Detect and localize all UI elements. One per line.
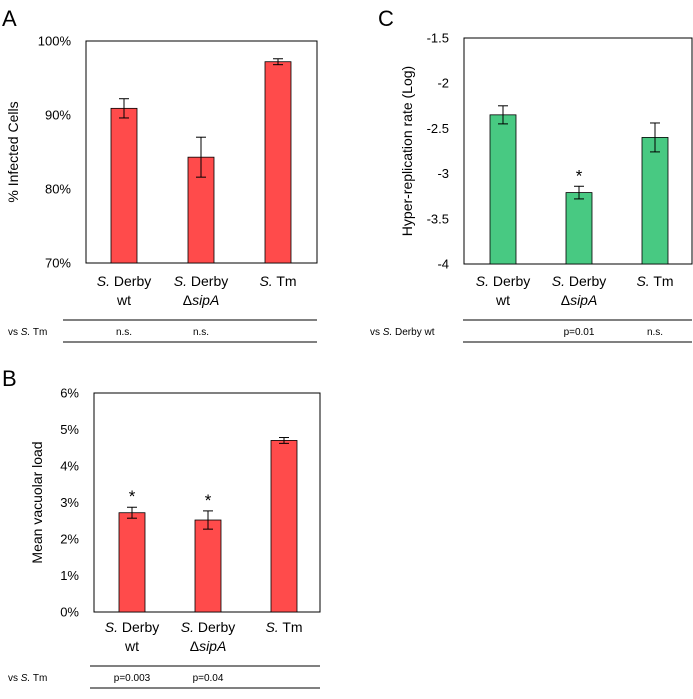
comparison-label: vs S. Derby wt [370,327,435,338]
comparison-value: p=0.04 [193,673,224,684]
y-tick-label: 0% [60,605,79,620]
panel-letter-c: C [378,6,394,31]
comparison-value: n.s. [647,327,663,338]
y-tick-label: -4 [437,257,449,272]
comparison-label: vs S. Tm [8,327,47,338]
category-label: S. Derby [476,273,530,289]
category-label: S. Derby [552,273,606,289]
significance-star: * [576,166,583,185]
y-tick-label: -3 [437,166,449,181]
bar [194,519,222,613]
y-tick-label: 4% [60,459,79,474]
y-tick-label: 5% [60,422,79,437]
y-tick-label: 80% [45,182,71,197]
y-tick-label: 2% [60,532,79,547]
category-label-line2: ΔsipA [190,638,227,654]
bar [641,137,669,265]
chart-panel-c: C -4 -3.5 -3 -2.5 -2 -1.5 Hyper-replication rat… [370,6,693,343]
comparison-label: vs S. Tm [8,673,47,684]
comparison-value: p=0.003 [114,673,151,684]
y-tick-label: 3% [60,495,79,510]
category-label: S. Tm [259,273,296,289]
y-tick-label: 70% [45,256,71,271]
category-label-line2: ΔsipA [561,292,598,308]
category-label-line2: wt [124,638,139,654]
y-axis-title: % Infected Cells [5,101,21,202]
y-axis-title: Mean vacuolar load [29,441,45,563]
y-tick-label: -1.5 [427,31,449,46]
category-label: S. Derby [97,273,151,289]
panel-letter-b: B [2,366,17,391]
y-tick-label: -3.5 [427,211,449,226]
comparison-value: n.s. [193,327,209,338]
y-tick-label: 100% [38,34,72,49]
y-tick-label: 6% [60,386,79,401]
significance-star: * [205,491,212,510]
y-tick-label: -2 [437,76,449,91]
category-label: S. Tm [265,619,302,635]
y-tick-label: -2.5 [427,121,449,136]
bar [264,61,292,264]
y-tick-label: 1% [60,568,79,583]
category-label-line2: wt [116,292,131,308]
chart-panel-b: B 0% 1% 2% 3% 4% 5% 6% Mean vacuolar load * S. Der… [2,366,321,689]
category-label: S. Derby [181,619,235,635]
y-tick-label: 90% [45,108,71,123]
category-label: S. Tm [636,273,673,289]
bar [110,107,138,264]
category-label: S. Derby [174,273,228,289]
category-label: S. Derby [105,619,159,635]
y-axis-title: Hyper-replication rate (Log) [399,66,415,236]
category-label-line2: wt [495,292,510,308]
bar [270,440,298,613]
panel-letter-a: A [2,6,17,31]
chart-panel-a: A 70% 80% 90% 100% % Infected Cells S. Derby wt… [2,6,318,343]
bar [489,114,517,265]
bar [118,512,146,613]
comparison-value: n.s. [116,327,132,338]
significance-star: * [129,487,136,506]
bar [565,192,593,265]
comparison-value: p=0.01 [564,327,595,338]
category-label-line2: ΔsipA [183,292,220,308]
